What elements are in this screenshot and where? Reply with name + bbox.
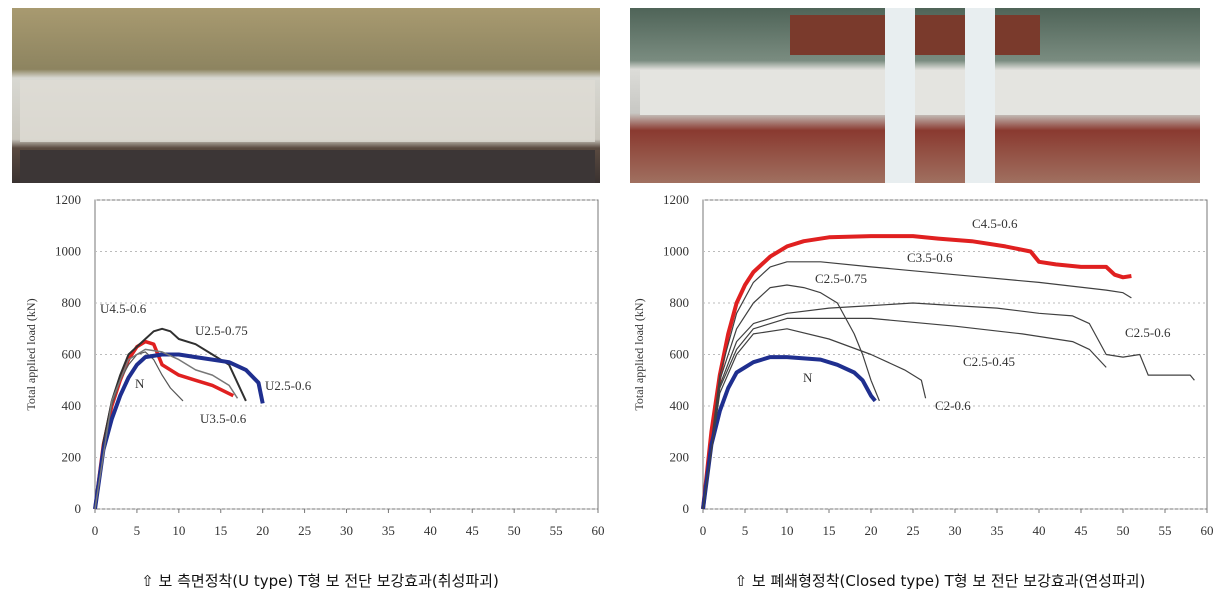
y-tick-label: 800 — [62, 295, 82, 310]
x-tick-label: 50 — [1117, 523, 1130, 538]
x-tick-label: 10 — [172, 523, 185, 538]
series-label: C2.5-0.75 — [815, 271, 867, 286]
series-label: C2.5-0.6 — [1125, 325, 1171, 340]
y-tick-label: 200 — [670, 450, 690, 465]
photo — [12, 8, 600, 183]
series-label: C3.5-0.6 — [907, 250, 953, 265]
y-tick-label: 600 — [62, 347, 82, 362]
x-tick-label: 5 — [134, 523, 141, 538]
x-tick-label: 0 — [92, 523, 99, 538]
series-label: U2.5-0.75 — [195, 323, 248, 338]
series-label: U3.5-0.6 — [200, 411, 247, 426]
series-label: U2.5-0.6 — [265, 378, 312, 393]
x-tick-label: 35 — [382, 523, 395, 538]
series-line — [703, 236, 1131, 509]
y-tick-label: 200 — [62, 450, 82, 465]
x-tick-label: 5 — [742, 523, 749, 538]
y-tick-label: 800 — [670, 295, 690, 310]
x-tick-label: 45 — [1075, 523, 1088, 538]
series-line — [703, 262, 1131, 509]
y-tick-label: 400 — [62, 398, 82, 413]
series-label: C4.5-0.6 — [972, 216, 1018, 231]
series-label: U4.5-0.6 — [100, 301, 147, 316]
x-tick-label: 10 — [781, 523, 794, 538]
series-line — [703, 329, 926, 509]
series-line — [95, 349, 238, 509]
y-tick-label: 600 — [670, 347, 690, 362]
series-label: C2-0.6 — [935, 398, 971, 413]
x-tick-label: 0 — [700, 523, 707, 538]
x-tick-label: 25 — [298, 523, 311, 538]
y-tick-label: 400 — [670, 398, 690, 413]
series-label: N — [803, 370, 813, 385]
x-tick-label: 45 — [466, 523, 479, 538]
page: 0200400600800100012000510152025303540455… — [0, 0, 1214, 596]
x-tick-label: 40 — [1033, 523, 1046, 538]
y-axis-label: Total applied load (kN) — [24, 298, 38, 410]
y-tick-label: 0 — [683, 501, 690, 516]
series-line — [703, 357, 875, 509]
x-tick-label: 60 — [592, 523, 605, 538]
y-tick-label: 1000 — [55, 244, 81, 259]
y-tick-label: 1200 — [55, 192, 81, 207]
x-tick-label: 30 — [949, 523, 962, 538]
x-tick-label: 15 — [214, 523, 227, 538]
series-line — [703, 318, 1106, 509]
y-axis-label: Total applied load (kN) — [632, 298, 646, 410]
series-label: C2.5-0.45 — [963, 354, 1015, 369]
series-label: N — [135, 376, 145, 391]
y-tick-label: 1200 — [663, 192, 689, 207]
y-tick-label: 0 — [75, 501, 82, 516]
x-tick-label: 15 — [823, 523, 836, 538]
caption: ⇧ 보 측면정착(U type) T형 보 전단 보강효과(취성파괴) — [141, 572, 499, 590]
y-tick-label: 1000 — [663, 244, 689, 259]
x-tick-label: 35 — [991, 523, 1004, 538]
x-tick-label: 55 — [550, 523, 563, 538]
x-tick-label: 30 — [340, 523, 353, 538]
x-tick-label: 60 — [1201, 523, 1214, 538]
x-tick-label: 20 — [865, 523, 878, 538]
photo — [630, 8, 1200, 183]
x-tick-label: 40 — [424, 523, 437, 538]
caption: ⇧ 보 폐쇄형정착(Closed type) T형 보 전단 보강효과(연성파괴… — [735, 572, 1146, 590]
x-tick-label: 25 — [907, 523, 920, 538]
x-tick-label: 20 — [256, 523, 269, 538]
x-tick-label: 55 — [1159, 523, 1172, 538]
x-tick-label: 50 — [508, 523, 521, 538]
